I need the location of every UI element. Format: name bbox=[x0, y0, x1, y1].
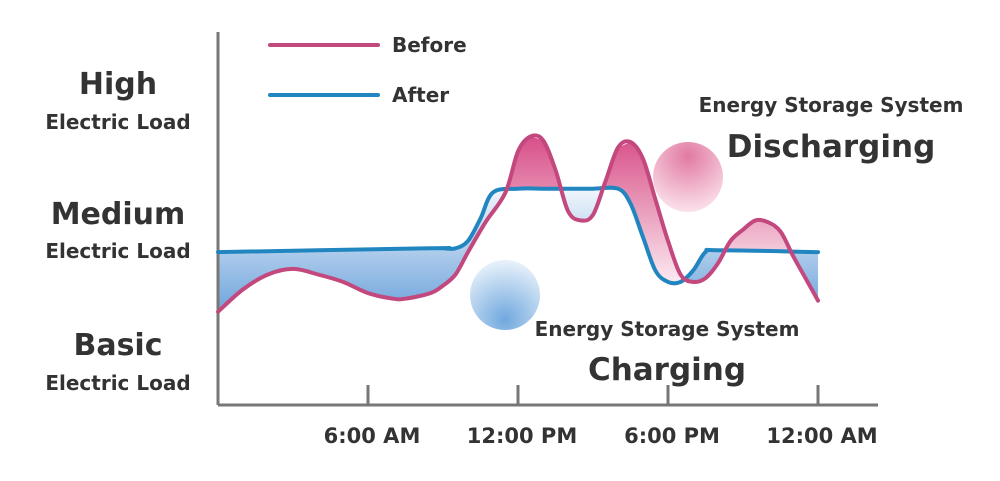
x-ticks bbox=[366, 385, 820, 405]
y-level-medium-title: Medium bbox=[51, 197, 186, 232]
charge-area bbox=[218, 188, 818, 312]
y-level-basic-sub: Electric Load bbox=[45, 371, 190, 395]
charging-circle-icon bbox=[470, 260, 540, 330]
difference-fills bbox=[218, 136, 818, 312]
y-level-medium-sub: Electric Load bbox=[45, 239, 190, 263]
y-level-labels: High Electric Load Medium Electric Load … bbox=[45, 67, 190, 395]
x-tick-labels: 6:00 AM 12:00 PM 6:00 PM 12:00 AM bbox=[324, 424, 878, 448]
discharging-circle-icon bbox=[653, 142, 723, 212]
legend-label-before: Before bbox=[392, 33, 467, 57]
x-tick-label-12am: 12:00 AM bbox=[766, 424, 877, 448]
series-line-before bbox=[216, 133, 820, 314]
annotation-charging: Energy Storage System Charging bbox=[470, 260, 799, 388]
y-level-high-sub: Electric Load bbox=[45, 110, 190, 134]
charging-line2: Charging bbox=[588, 352, 746, 388]
x-tick-label-12pm: 12:00 PM bbox=[467, 424, 577, 448]
x-tick-label-6pm: 6:00 PM bbox=[624, 424, 720, 448]
discharge-area bbox=[506, 136, 791, 282]
charging-line1: Energy Storage System bbox=[535, 317, 800, 341]
x-tick-label-6am: 6:00 AM bbox=[324, 424, 421, 448]
legend-label-after: After bbox=[392, 83, 449, 107]
y-level-high-title: High bbox=[79, 67, 157, 102]
annotation-discharging: Energy Storage System Discharging bbox=[653, 93, 963, 212]
y-level-basic-title: Basic bbox=[73, 328, 162, 363]
legend: Before After bbox=[268, 33, 467, 107]
discharging-line2: Discharging bbox=[727, 129, 936, 165]
series-line-after bbox=[216, 185, 820, 286]
discharging-line1: Energy Storage System bbox=[699, 93, 964, 117]
